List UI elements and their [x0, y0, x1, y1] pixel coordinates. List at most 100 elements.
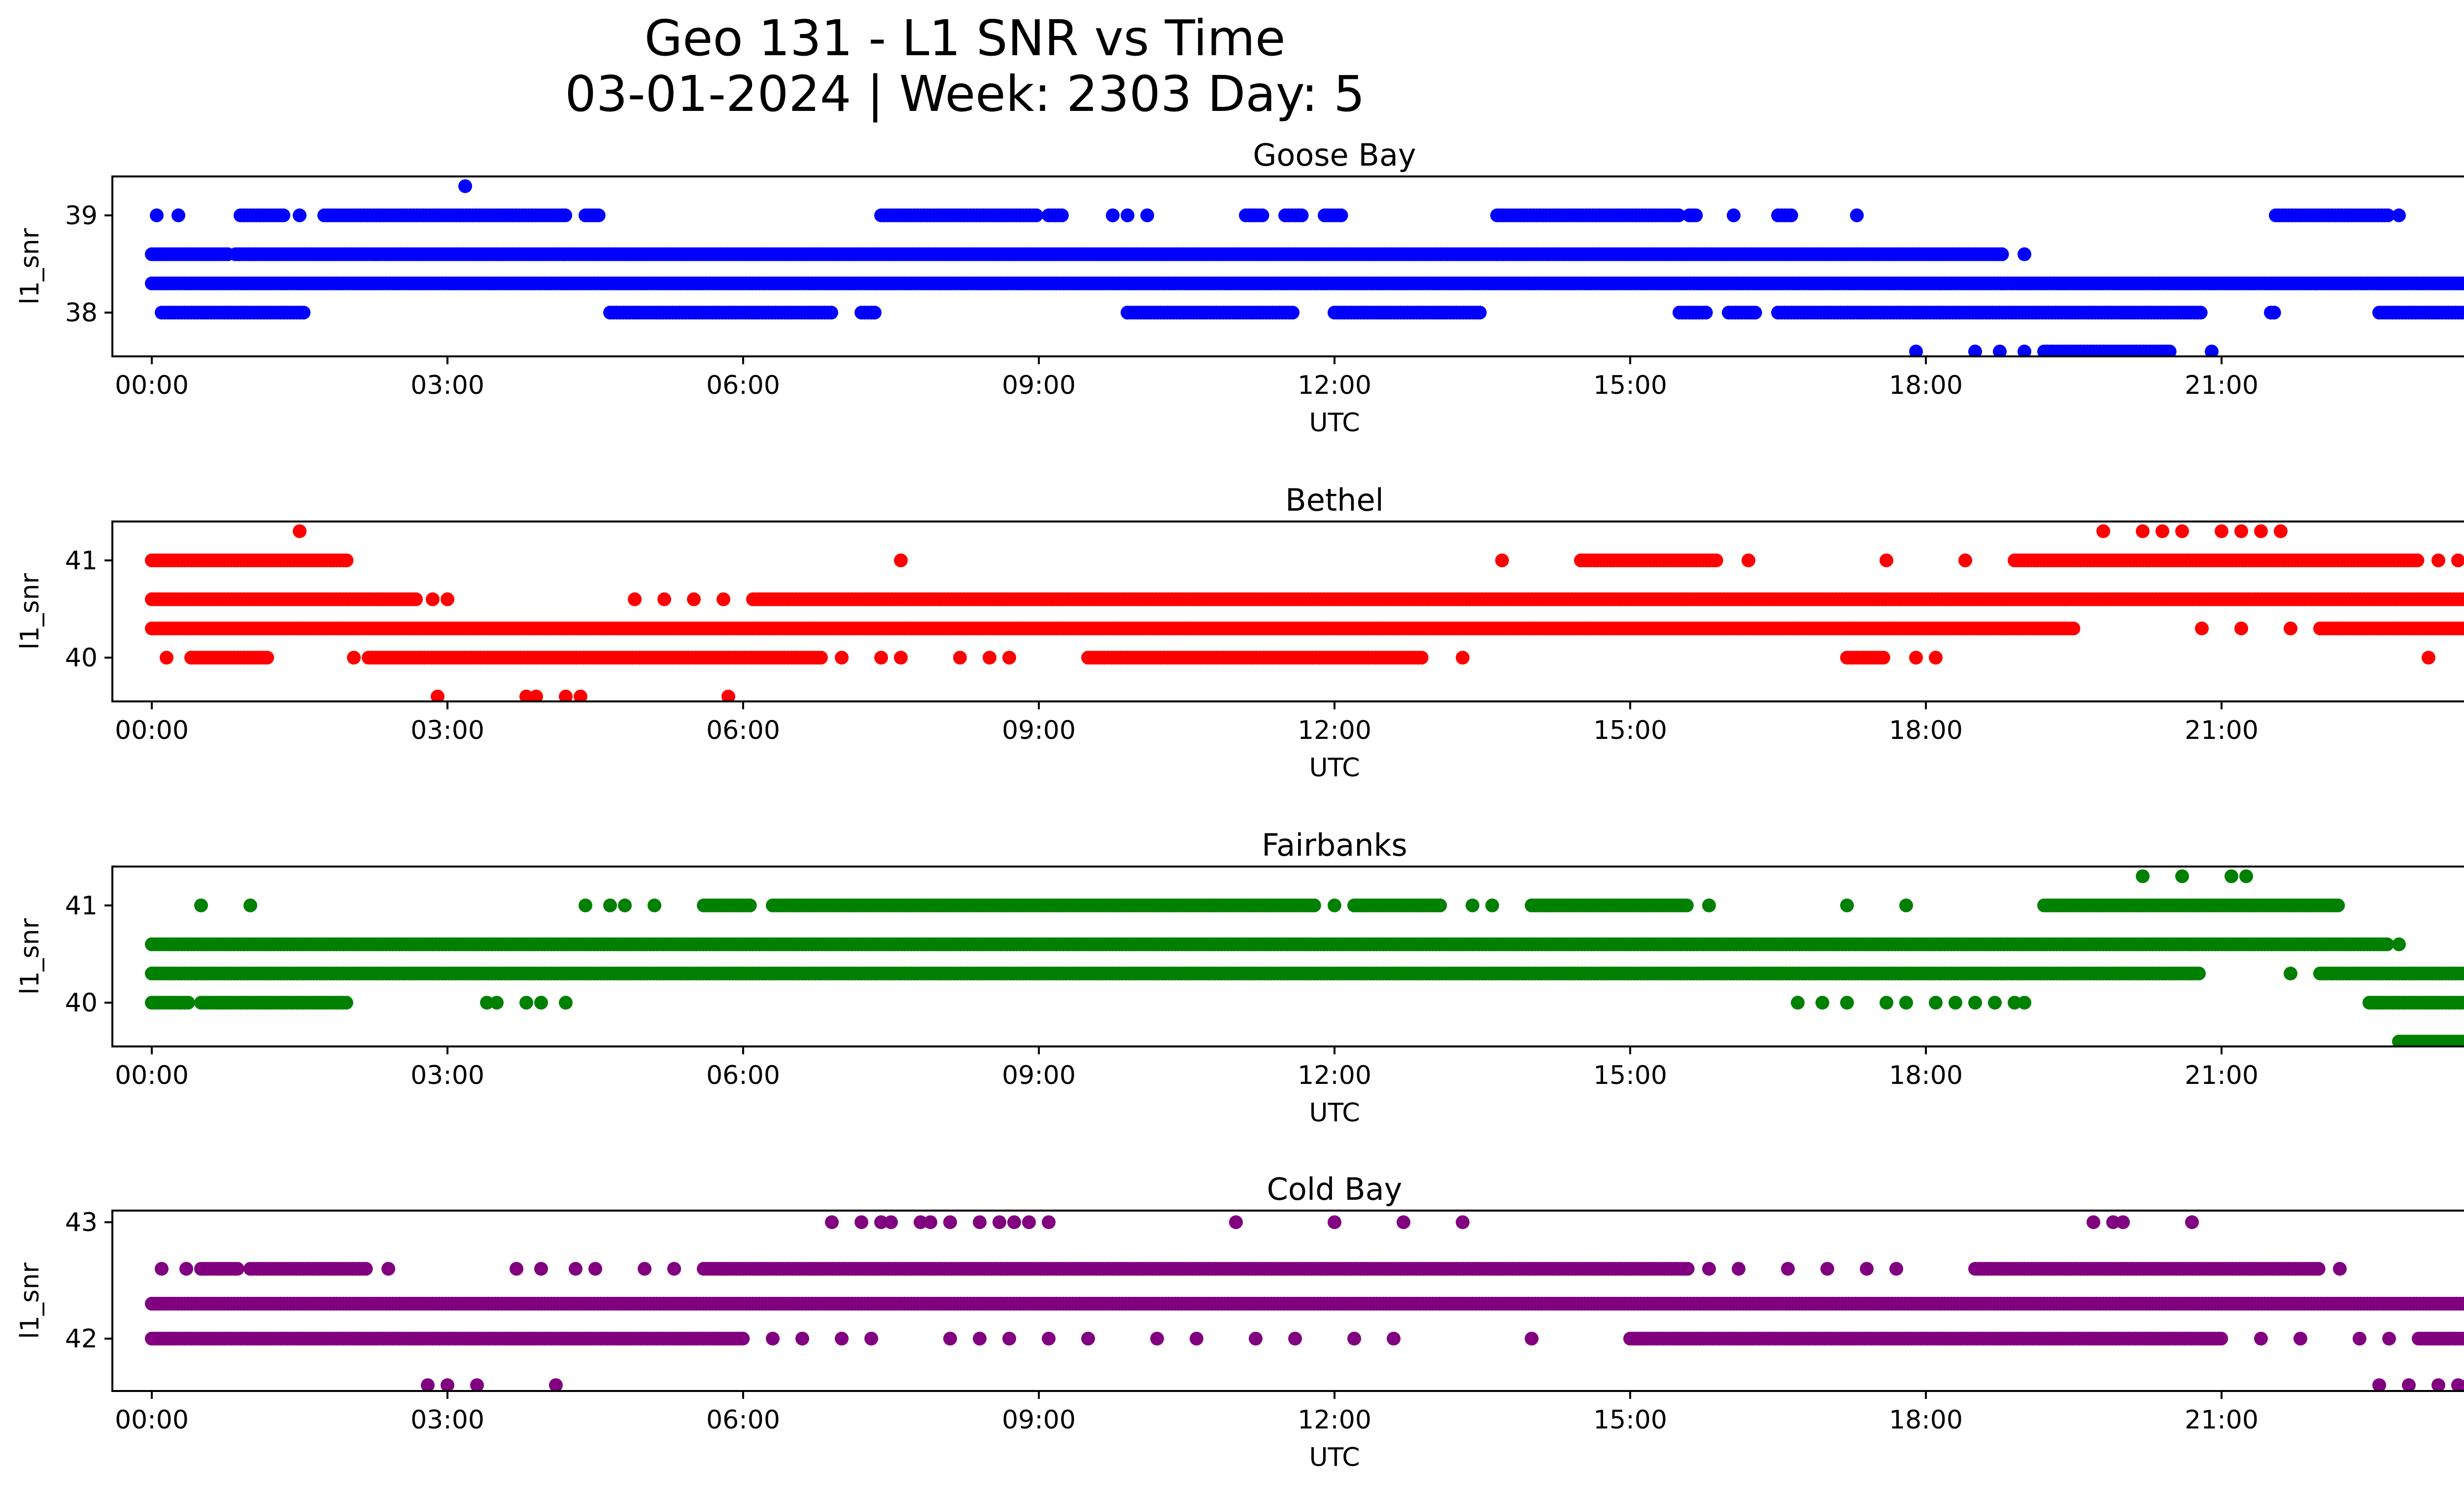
- data-point: [1140, 208, 1154, 222]
- y-axis-label: l1_snr: [15, 228, 45, 305]
- data-point: [953, 651, 967, 665]
- data-point: [835, 651, 849, 665]
- y-tick-label: 40: [65, 643, 98, 673]
- data-point: [1929, 651, 1943, 665]
- data-point: [1334, 208, 1348, 222]
- data-point: [1876, 651, 1890, 665]
- data-point: [529, 690, 543, 701]
- data-point: [2205, 345, 2219, 356]
- data-point: [1784, 208, 1798, 222]
- data-point: [2162, 345, 2177, 356]
- x-tick-label: 18:00: [1889, 371, 1963, 400]
- data-point: [2234, 524, 2248, 538]
- data-point: [1472, 306, 1487, 320]
- data-point: [1880, 553, 1893, 567]
- panel-title: Goose Bay: [1253, 137, 1416, 173]
- data-point: [441, 592, 454, 606]
- data-point: [1689, 208, 1703, 222]
- x-axis-label: UTC: [1309, 408, 1360, 438]
- data-point: [2392, 208, 2406, 222]
- data-point: [574, 690, 587, 701]
- data-point: [1286, 306, 1300, 320]
- data-point: [867, 306, 882, 320]
- data-point: [2215, 524, 2228, 538]
- data-point: [559, 690, 573, 701]
- y-tick-label: 41: [65, 546, 98, 576]
- x-tick-label: 00:00: [115, 716, 189, 745]
- data-point: [160, 651, 173, 665]
- data-point: [409, 592, 423, 606]
- data-point: [721, 690, 735, 701]
- data-point: [687, 592, 701, 606]
- x-tick-label: 18:00: [1889, 716, 1963, 745]
- data-point: [431, 690, 445, 701]
- data-point: [1414, 651, 1429, 665]
- data-point: [824, 306, 838, 320]
- data-point: [1850, 208, 1864, 222]
- data-point: [2136, 524, 2150, 538]
- data-point: [2381, 208, 2395, 222]
- data-point: [260, 651, 274, 665]
- data-point: [2462, 623, 2464, 634]
- data-point: [2195, 622, 2209, 635]
- x-tick-label: 21:00: [2185, 716, 2259, 745]
- data-point: [1255, 208, 1269, 222]
- x-tick-label: 09:00: [1002, 371, 1076, 400]
- data-point: [1909, 345, 1923, 356]
- data-point: [2156, 524, 2169, 538]
- data-point: [293, 524, 307, 538]
- data-point: [1121, 208, 1134, 222]
- data-point: [1029, 208, 1043, 222]
- figure-title-line1: Geo 131 - L1 SNR vs Time: [645, 9, 1286, 67]
- data-point: [2460, 592, 2464, 606]
- x-tick-label: 12:00: [1298, 371, 1371, 400]
- data-point: [276, 208, 291, 222]
- data-point: [874, 651, 888, 665]
- data-point: [2066, 622, 2081, 635]
- data-point: [1699, 306, 1713, 320]
- data-point: [2254, 524, 2268, 538]
- x-tick-label: 06:00: [706, 371, 780, 400]
- data-point: [2175, 524, 2189, 538]
- data-point: [591, 208, 606, 222]
- data-point: [1672, 208, 1686, 222]
- data-point: [2410, 553, 2425, 567]
- data-point: [2193, 306, 2208, 320]
- data-point: [2096, 524, 2110, 538]
- x-axis-label: UTC: [1309, 753, 1360, 783]
- data-point: [1995, 247, 2009, 261]
- data-point: [2284, 622, 2297, 635]
- data-point: [2463, 279, 2464, 288]
- data-point: [1958, 553, 1972, 567]
- panel-title: Bethel: [1285, 482, 1384, 518]
- figure-title-line2: 03-01-2024 | Week: 2303 Day: 5: [565, 65, 1365, 123]
- scatter-series: [145, 179, 2464, 356]
- data-point: [2234, 622, 2248, 635]
- data-point: [2451, 553, 2464, 567]
- panel-title: Fairbanks: [1262, 827, 1407, 863]
- data-point: [657, 592, 671, 606]
- data-point: [2422, 651, 2435, 665]
- data-point: [2459, 277, 2464, 290]
- data-point: [1968, 345, 1982, 356]
- y-axis-label: l1_snr: [15, 573, 45, 650]
- data-point: [894, 553, 908, 567]
- data-point: [1295, 208, 1309, 222]
- data-point: [628, 592, 642, 606]
- data-point: [2431, 553, 2445, 567]
- x-tick-label: 03:00: [411, 371, 484, 400]
- data-point: [1742, 553, 1755, 567]
- y-tick-label: 38: [65, 298, 98, 328]
- data-point: [1106, 208, 1120, 222]
- data-point: [2458, 622, 2464, 635]
- data-point: [1495, 553, 1509, 567]
- scatter-series: [145, 524, 2464, 701]
- data-point: [293, 208, 307, 222]
- x-tick-label: 03:00: [411, 716, 484, 745]
- x-tick-label: 00:00: [115, 371, 189, 400]
- data-point: [297, 306, 311, 320]
